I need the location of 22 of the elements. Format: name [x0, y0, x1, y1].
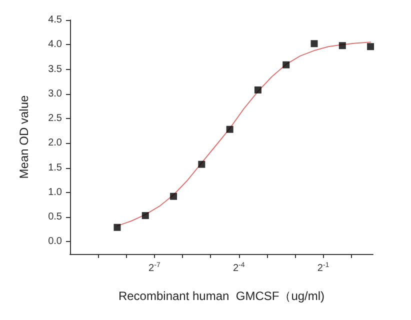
- point: [226, 126, 234, 133]
- point: [170, 192, 178, 200]
- point: [338, 42, 346, 50]
- y-tick-label: 2.5: [48, 113, 62, 124]
- point: [198, 160, 206, 168]
- point: [142, 212, 149, 220]
- y-tick-label: 0.5: [48, 212, 62, 223]
- point: [367, 43, 374, 50]
- point: [310, 40, 318, 48]
- y-tick-label: 1.0: [48, 186, 62, 198]
- y-tick-label: 3.5: [48, 64, 62, 75]
- point: [282, 61, 290, 68]
- y-tick-label: 3.0: [48, 88, 62, 100]
- point: [114, 224, 121, 231]
- y-axis-title: Mean OD value: [17, 94, 31, 179]
- y-tick-label: 4.0: [48, 39, 62, 50]
- y-tick-label: 0.0: [48, 236, 62, 248]
- point: [254, 86, 262, 94]
- y-tick-label: 1.5: [48, 162, 62, 174]
- x-axis-title: Recombinant human GMCSF（ug/ml): [118, 289, 325, 303]
- y-tick-label: 2.0: [48, 138, 62, 149]
- y-tick-label: 4.5: [48, 14, 62, 26]
